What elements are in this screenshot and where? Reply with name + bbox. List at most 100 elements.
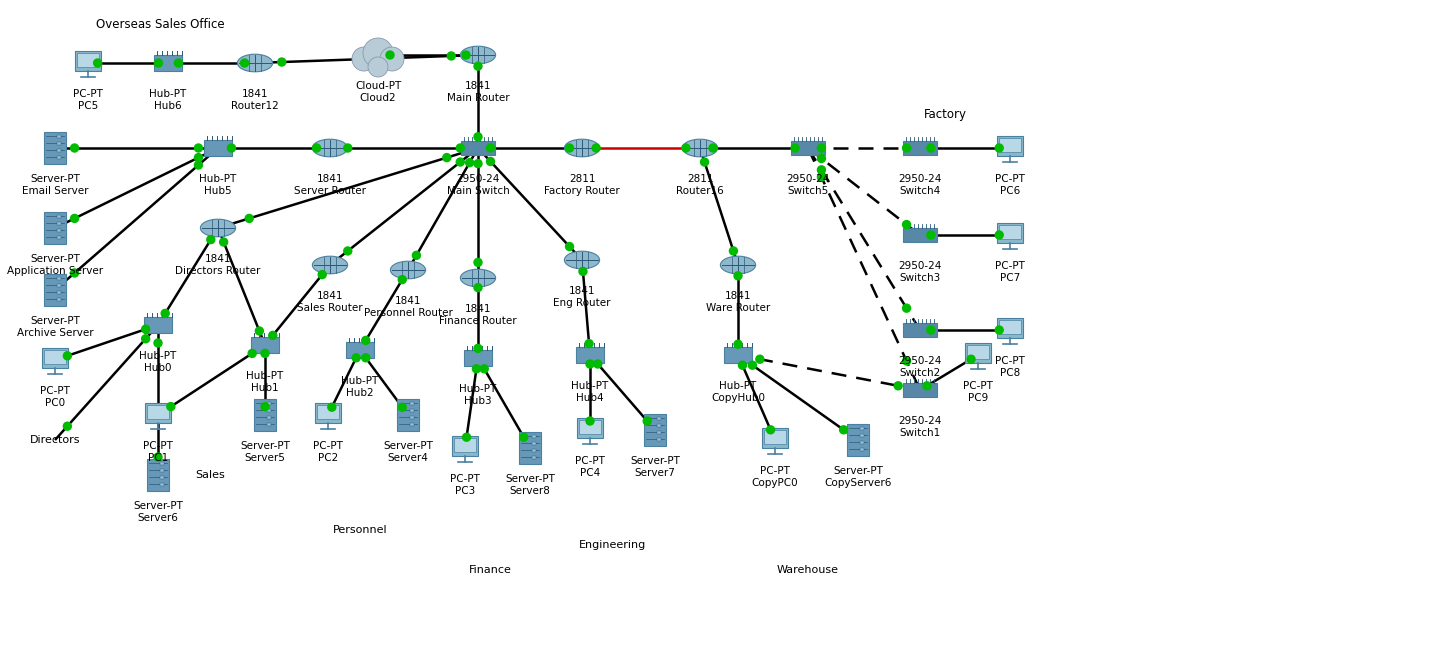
Text: Server-PT
Application Server: Server-PT Application Server xyxy=(7,254,103,276)
Circle shape xyxy=(766,426,775,434)
Circle shape xyxy=(481,365,488,373)
FancyBboxPatch shape xyxy=(57,297,62,301)
Circle shape xyxy=(261,403,268,411)
FancyBboxPatch shape xyxy=(644,414,666,446)
Text: 1841
Finance Router: 1841 Finance Router xyxy=(439,304,517,326)
Text: Hub-PT
Hub4: Hub-PT Hub4 xyxy=(571,381,608,403)
FancyBboxPatch shape xyxy=(267,422,271,426)
Circle shape xyxy=(818,173,825,181)
Text: Server-PT
Server7: Server-PT Server7 xyxy=(630,456,680,477)
FancyBboxPatch shape xyxy=(903,323,937,337)
FancyBboxPatch shape xyxy=(903,141,937,155)
Circle shape xyxy=(927,144,934,152)
FancyBboxPatch shape xyxy=(44,350,66,364)
FancyBboxPatch shape xyxy=(44,132,66,164)
FancyBboxPatch shape xyxy=(657,424,662,426)
Circle shape xyxy=(194,144,202,152)
Text: Personnel: Personnel xyxy=(333,525,387,535)
Circle shape xyxy=(367,57,387,77)
Text: 2950-24
Main Switch: 2950-24 Main Switch xyxy=(446,174,509,196)
Circle shape xyxy=(996,326,1003,334)
FancyBboxPatch shape xyxy=(532,441,537,445)
Circle shape xyxy=(474,284,482,291)
FancyBboxPatch shape xyxy=(577,418,603,438)
FancyBboxPatch shape xyxy=(860,441,864,443)
Circle shape xyxy=(729,247,738,255)
Circle shape xyxy=(63,422,72,430)
Text: Server-PT
Server6: Server-PT Server6 xyxy=(133,501,182,523)
Circle shape xyxy=(412,252,420,259)
FancyBboxPatch shape xyxy=(997,318,1023,338)
Circle shape xyxy=(142,335,149,343)
Text: Server-PT
Server4: Server-PT Server4 xyxy=(383,441,433,462)
FancyBboxPatch shape xyxy=(145,403,171,423)
Text: Server-PT
Email Server: Server-PT Email Server xyxy=(22,174,88,196)
Circle shape xyxy=(175,59,182,67)
Text: Engineering: Engineering xyxy=(578,540,646,550)
FancyBboxPatch shape xyxy=(346,342,375,358)
Text: Hub-PT
Hub3: Hub-PT Hub3 xyxy=(459,384,497,405)
Text: PC-PT
PC4: PC-PT PC4 xyxy=(575,456,606,477)
Text: Overseas Sales Office: Overseas Sales Office xyxy=(96,18,224,31)
Circle shape xyxy=(923,382,931,390)
Text: 2950-24
Switch4: 2950-24 Switch4 xyxy=(898,174,941,196)
Text: 1841
Personnel Router: 1841 Personnel Router xyxy=(363,296,452,318)
Circle shape xyxy=(594,360,601,368)
Circle shape xyxy=(352,354,360,362)
Circle shape xyxy=(749,361,756,369)
Circle shape xyxy=(362,337,370,345)
Circle shape xyxy=(194,154,202,162)
Circle shape xyxy=(756,355,763,364)
Circle shape xyxy=(839,426,848,434)
FancyBboxPatch shape xyxy=(397,399,419,431)
FancyBboxPatch shape xyxy=(657,417,662,419)
Text: Hub-PT
Hub1: Hub-PT Hub1 xyxy=(247,371,284,392)
Text: 2950-24
Switch3: 2950-24 Switch3 xyxy=(898,261,941,282)
Text: PC-PT
PC2: PC-PT PC2 xyxy=(313,441,343,462)
FancyBboxPatch shape xyxy=(57,221,62,225)
Circle shape xyxy=(278,58,286,66)
Circle shape xyxy=(903,304,911,312)
Circle shape xyxy=(399,403,406,411)
Text: PC-PT
PC1: PC-PT PC1 xyxy=(144,441,174,462)
FancyBboxPatch shape xyxy=(146,405,169,419)
Circle shape xyxy=(261,349,268,358)
FancyBboxPatch shape xyxy=(159,476,164,479)
FancyBboxPatch shape xyxy=(57,149,62,151)
FancyBboxPatch shape xyxy=(860,434,864,436)
Circle shape xyxy=(585,339,593,348)
FancyBboxPatch shape xyxy=(410,402,415,405)
Ellipse shape xyxy=(461,269,495,287)
Text: 1841
Main Router: 1841 Main Router xyxy=(446,81,509,103)
Ellipse shape xyxy=(390,261,426,279)
FancyBboxPatch shape xyxy=(77,53,99,67)
Circle shape xyxy=(443,154,451,162)
FancyBboxPatch shape xyxy=(57,155,62,159)
Text: Server-PT
Server8: Server-PT Server8 xyxy=(505,474,555,496)
Circle shape xyxy=(903,144,911,152)
FancyBboxPatch shape xyxy=(903,228,937,242)
FancyBboxPatch shape xyxy=(267,409,271,411)
FancyBboxPatch shape xyxy=(410,409,415,411)
Text: 2811
Router16: 2811 Router16 xyxy=(676,174,723,196)
Circle shape xyxy=(93,59,102,67)
Text: 2950-24
Switch1: 2950-24 Switch1 xyxy=(898,416,941,438)
Text: 2811
Factory Router: 2811 Factory Router xyxy=(544,174,620,196)
Circle shape xyxy=(70,144,79,152)
FancyBboxPatch shape xyxy=(57,214,62,217)
Text: Server-PT
Server5: Server-PT Server5 xyxy=(240,441,290,462)
Text: PC-PT
PC6: PC-PT PC6 xyxy=(994,174,1025,196)
FancyBboxPatch shape xyxy=(57,291,62,293)
Circle shape xyxy=(462,51,471,59)
FancyBboxPatch shape xyxy=(146,459,169,491)
Text: Warehouse: Warehouse xyxy=(776,565,839,575)
FancyBboxPatch shape xyxy=(464,350,492,366)
FancyBboxPatch shape xyxy=(532,455,537,458)
Text: Sales: Sales xyxy=(195,470,225,480)
Circle shape xyxy=(154,453,162,461)
FancyBboxPatch shape xyxy=(254,399,276,431)
Circle shape xyxy=(585,360,594,368)
Circle shape xyxy=(194,161,202,169)
Circle shape xyxy=(70,269,79,277)
Ellipse shape xyxy=(461,47,495,64)
